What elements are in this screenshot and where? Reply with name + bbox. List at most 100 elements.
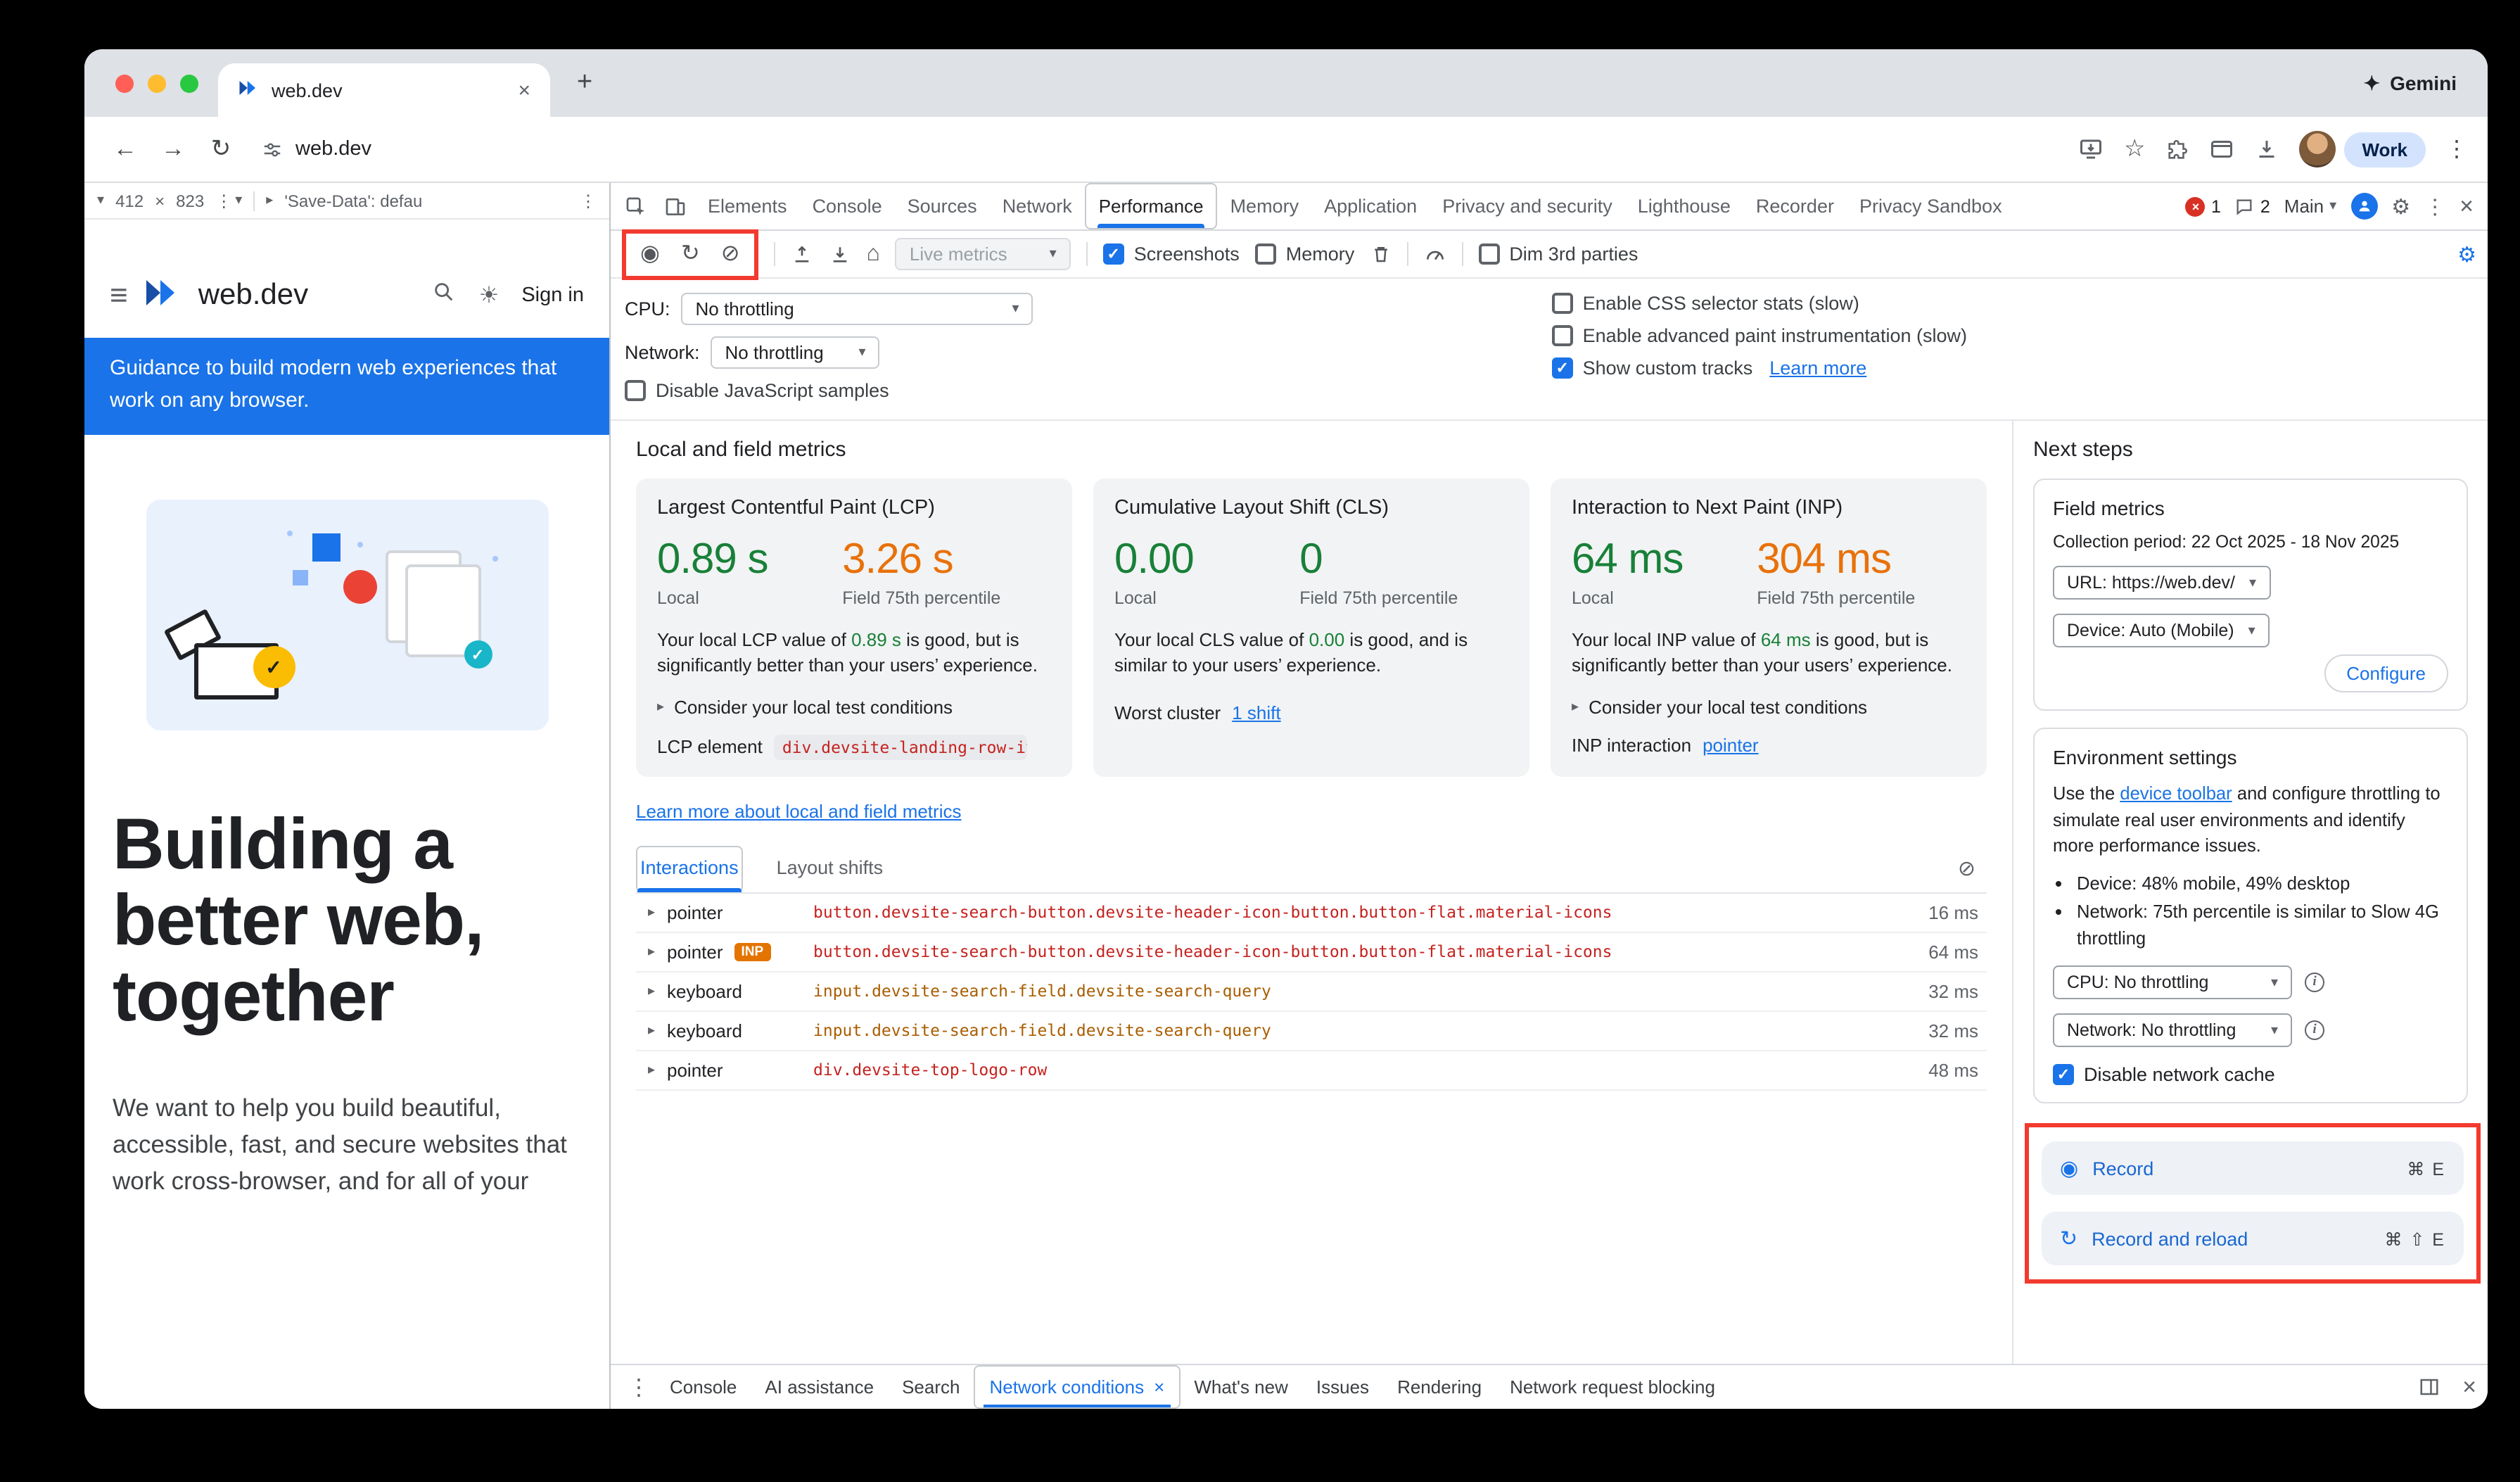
record-and-reload-button[interactable]: ↻ Record and reload ⌘ ⇧ E [2042, 1212, 2464, 1266]
site-info[interactable]: web.dev [262, 138, 371, 160]
dock-side-icon[interactable] [2412, 1376, 2445, 1398]
disable-cache-checkbox[interactable]: ✓ Disable network cache [2053, 1064, 2448, 1086]
devtools-tab-lighthouse[interactable]: Lighthouse [1637, 196, 1731, 217]
worst-cluster-link[interactable]: 1 shift [1232, 702, 1281, 723]
paint-instrumentation-checkbox[interactable]: Enable advanced paint instrumentation (s… [1551, 325, 1967, 346]
test-conditions-expander[interactable]: ▸ Consider your local test conditions [657, 696, 953, 718]
devtools-tab-privacy-sandbox[interactable]: Privacy Sandbox [1859, 196, 2002, 217]
profile-avatar[interactable] [2298, 131, 2336, 167]
reload-button[interactable]: ↻ [210, 135, 231, 162]
record-icon[interactable]: ◉ [640, 241, 660, 265]
save-profile-icon[interactable] [829, 243, 851, 265]
screenshots-checkbox[interactable]: ✓ Screenshots [1102, 243, 1240, 265]
profile-chip[interactable]: Work [2343, 132, 2426, 167]
lcp-element-chip[interactable]: div.devsite-landing-row-ite… [773, 734, 1027, 760]
dimensions-select[interactable]: ▾ [97, 193, 105, 208]
expand-icon[interactable]: ▸ [266, 193, 274, 208]
settings-gear-icon[interactable]: ⚙ [2391, 195, 2411, 219]
drawer-tab-console[interactable]: Console [670, 1376, 737, 1398]
window-close-button[interactable] [115, 74, 134, 92]
cpu-throttle-select[interactable]: No throttling ▾ [681, 293, 1033, 325]
bookmark-star-icon[interactable]: ☆ [2123, 135, 2146, 162]
devtools-close-icon[interactable]: × [2459, 192, 2474, 219]
disable-js-samples-checkbox[interactable]: Disable JavaScript samples [625, 380, 1033, 401]
drawer-tab-network-request-blocking[interactable]: Network request blocking [1510, 1376, 1715, 1398]
side-panel-icon[interactable] [2208, 137, 2234, 162]
drawer-close-icon[interactable]: × [2462, 1373, 2476, 1400]
devtools-tab-memory[interactable]: Memory [1230, 196, 1299, 217]
row-expand-icon[interactable]: ▸ [647, 1022, 656, 1039]
extensions-icon[interactable] [2165, 137, 2189, 161]
row-expand-icon[interactable]: ▸ [647, 1062, 656, 1078]
zoom-select[interactable]: ⋮ ▾ [215, 191, 243, 210]
test-conditions-expander[interactable]: ▸ Consider your local test conditions [1572, 696, 1868, 718]
emulation-menu-icon[interactable]: ⋮ [580, 191, 597, 210]
webdev-logo-icon[interactable] [145, 277, 182, 315]
interaction-row[interactable]: ▸ pointer div.devsite-top-logo-row 48 ms [636, 1051, 1987, 1091]
browser-menu-icon[interactable]: ⋮ [2445, 138, 2468, 162]
search-icon[interactable] [433, 280, 457, 311]
row-expand-icon[interactable]: ▸ [647, 983, 656, 999]
window-minimize-button[interactable] [148, 74, 166, 92]
dim-3rd-parties-checkbox[interactable]: Dim 3rd parties [1478, 243, 1638, 265]
tab-interactions[interactable]: Interactions [636, 845, 743, 892]
reload-record-icon[interactable]: ↻ [680, 241, 700, 265]
row-expand-icon[interactable]: ▸ [647, 944, 656, 960]
device-toolbar-icon[interactable] [656, 183, 695, 229]
close-icon[interactable]: × [1154, 1376, 1165, 1398]
field-device-select[interactable]: Device: Auto (Mobile) ▾ [2053, 614, 2270, 647]
interaction-row[interactable]: ▸ pointer INP button.devsite-search-butto… [636, 933, 1987, 973]
device-toolbar-link[interactable]: device toolbar [2120, 783, 2232, 804]
devtools-profile-icon[interactable] [2350, 193, 2378, 220]
drawer-tab-search[interactable]: Search [902, 1376, 960, 1398]
window-zoom-button[interactable] [180, 74, 198, 92]
clear-recording-icon[interactable]: ⊘ [720, 241, 740, 265]
tab-layout-shifts[interactable]: Layout shifts [776, 856, 884, 878]
sign-in-link[interactable]: Sign in [521, 284, 584, 307]
load-profile-icon[interactable] [791, 243, 813, 265]
site-brand[interactable]: web.dev [198, 279, 309, 311]
gemini-button[interactable]: ✦ Gemini [2364, 71, 2457, 95]
new-tab-button[interactable]: + [577, 68, 593, 97]
throttle-gauge-icon[interactable] [1423, 243, 1446, 265]
back-button[interactable]: ← [113, 135, 137, 162]
custom-tracks-checkbox[interactable]: ✓ Show custom tracks Learn more [1551, 357, 1967, 379]
theme-toggle-icon[interactable]: ☀ [478, 284, 499, 308]
drawer-tab-ai-assistance[interactable]: AI assistance [765, 1376, 874, 1398]
env-cpu-select[interactable]: CPU: No throttling ▾ [2053, 965, 2292, 1000]
home-icon[interactable]: ⌂ [866, 241, 880, 265]
field-url-select[interactable]: URL: https://web.dev/▾ [2053, 566, 2271, 600]
row-expand-icon[interactable]: ▸ [647, 904, 656, 920]
field-metrics-learn-link[interactable]: Learn more about local and field metrics [636, 800, 962, 822]
interaction-row[interactable]: ▸ keyboard input.devsite-search-field.de… [636, 973, 1987, 1012]
record-button[interactable]: ◉ Record ⌘ E [2042, 1141, 2464, 1196]
drawer-tab-rendering[interactable]: Rendering [1397, 1376, 1482, 1398]
menu-icon[interactable]: ≡ [110, 277, 128, 312]
devtools-tab-recorder[interactable]: Recorder [1755, 196, 1834, 217]
install-icon[interactable] [2079, 137, 2104, 162]
forward-button[interactable]: → [161, 135, 185, 162]
learn-more-link[interactable]: Learn more [1769, 357, 1867, 379]
tab-close-icon[interactable]: × [518, 78, 530, 102]
viewport-height-input[interactable]: 823 [176, 191, 205, 210]
drawer-tab-whats-new[interactable]: What's new [1194, 1376, 1288, 1398]
interaction-row[interactable]: ▸ pointer button.devsite-search-button.d… [636, 894, 1987, 933]
downloads-icon[interactable] [2253, 137, 2279, 162]
devtools-tab-console[interactable]: Console [812, 196, 882, 217]
css-selector-stats-checkbox[interactable]: Enable CSS selector stats (slow) [1551, 293, 1967, 314]
devtools-menu-icon[interactable]: ⋮ [2424, 195, 2446, 219]
devtools-tab-performance[interactable]: Performance [1084, 183, 1218, 229]
browser-tab[interactable]: web.dev × [218, 63, 550, 117]
perf-settings-gear-icon[interactable]: ⚙ [2457, 243, 2476, 267]
drawer-tab-network-conditions[interactable]: Network conditions × [974, 1365, 1181, 1409]
info-icon[interactable]: i [2305, 973, 2324, 993]
inp-interaction-link[interactable]: pointer [1703, 734, 1759, 756]
drawer-tab-issues[interactable]: Issues [1316, 1376, 1370, 1398]
messages-badge[interactable]: 2 [2235, 196, 2270, 216]
drawer-menu-icon[interactable]: ⋮ [628, 1376, 650, 1400]
target-select[interactable]: Main ▾ [2284, 196, 2337, 217]
interaction-row[interactable]: ▸ keyboard input.devsite-search-field.de… [636, 1012, 1987, 1051]
error-badge[interactable]: × 1 [2185, 196, 2221, 216]
devtools-tab-sources[interactable]: Sources [907, 196, 977, 217]
memory-checkbox[interactable]: Memory [1254, 243, 1354, 265]
